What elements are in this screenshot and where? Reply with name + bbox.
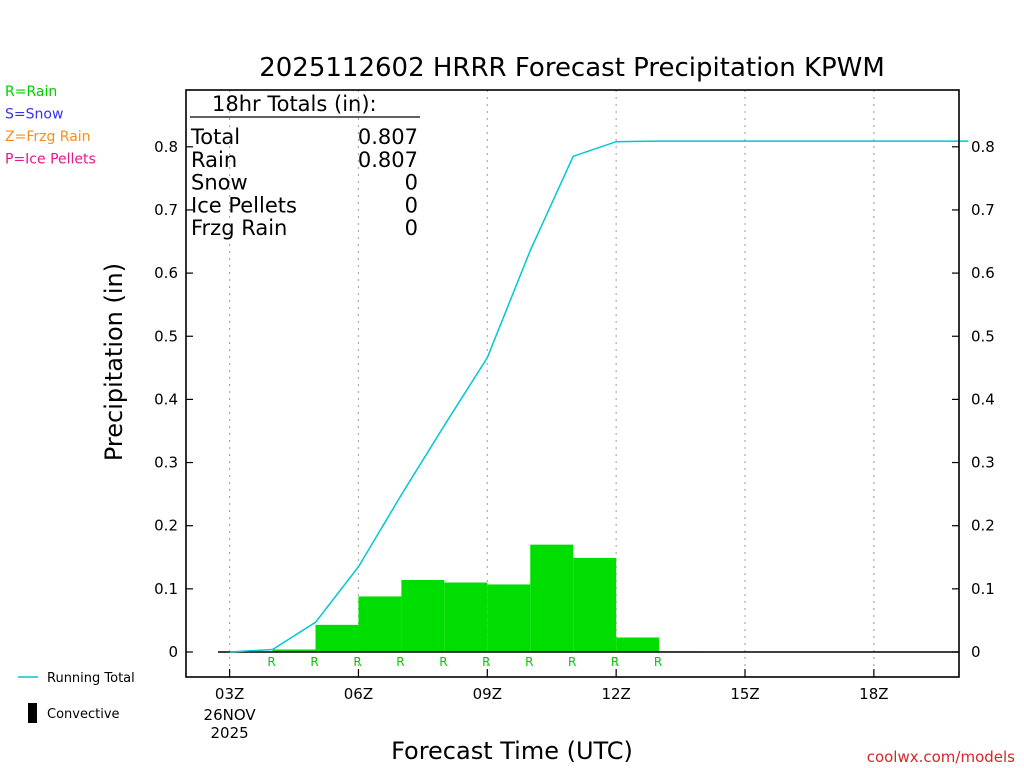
legend-type-0: R=Rain bbox=[5, 84, 57, 100]
totals-row-value-0: 0.807 bbox=[358, 125, 418, 149]
y-tick-label-left-3: 0.3 bbox=[154, 454, 178, 472]
x-tick-label-2: 09Z bbox=[473, 685, 502, 703]
precip-type-marker-2: R bbox=[353, 655, 361, 669]
y-tick-label-left-5: 0.5 bbox=[154, 327, 178, 345]
precip-bar-1 bbox=[272, 649, 316, 652]
precip-type-marker-0: R bbox=[267, 655, 275, 669]
y-tick-label-right-5: 0.5 bbox=[971, 327, 995, 345]
y-tick-label-right-3: 0.3 bbox=[971, 454, 995, 472]
x-tick-date-0: 26NOV bbox=[204, 706, 257, 724]
totals-header: 18hr Totals (in): bbox=[212, 92, 377, 116]
totals-row-label-2: Snow bbox=[191, 171, 248, 195]
precip-type-marker-9: R bbox=[654, 655, 662, 669]
x-tick-label-3: 12Z bbox=[601, 685, 630, 703]
precip-type-marker-6: R bbox=[525, 655, 533, 669]
totals-box: 18hr Totals (in): Total 0.807 Rain 0.807 Sno… bbox=[190, 92, 420, 240]
legend-type-1: S=Snow bbox=[5, 107, 63, 123]
x-tick-year-0: 2025 bbox=[211, 724, 249, 742]
precip-bar-9 bbox=[616, 637, 660, 652]
totals-row-value-4: 0 bbox=[405, 216, 418, 240]
y-axis-ticks: 0 00.1 0.10.2 0.20.3 0.30.4 0.40.5 0.50.6 0.60.… bbox=[154, 138, 995, 661]
y-tick-label-left-1: 0.1 bbox=[154, 580, 178, 598]
running-total-line bbox=[229, 140, 969, 653]
precip-bar-6 bbox=[487, 584, 531, 652]
totals-row-label-0: Total bbox=[190, 125, 240, 149]
x-tick-label-5: 18Z bbox=[859, 685, 888, 703]
precip-bar-5 bbox=[444, 582, 488, 652]
plot-frame bbox=[185, 89, 960, 678]
running-total-legend-label: Running Total bbox=[47, 671, 135, 686]
legend-type-3: P=Ice Pellets bbox=[5, 152, 96, 168]
y-tick-label-left-2: 0.2 bbox=[154, 517, 178, 535]
precip-type-marker-5: R bbox=[482, 655, 490, 669]
totals-row-label-4: Frzg Rain bbox=[191, 216, 287, 240]
y-tick-label-right-1: 0.1 bbox=[971, 580, 995, 598]
legend-type-2: Z=Frzg Rain bbox=[5, 129, 91, 145]
precip-bar-8 bbox=[573, 557, 617, 652]
y-tick-label-left-7: 0.7 bbox=[154, 201, 178, 219]
y-tick-label-right-4: 0.4 bbox=[971, 390, 995, 408]
y-tick-label-right-7: 0.7 bbox=[971, 201, 995, 219]
credit-text: coolwx.com/models bbox=[867, 748, 1015, 766]
totals-row-label-1: Rain bbox=[191, 148, 237, 172]
series-legend: Running Total Convective bbox=[18, 671, 135, 723]
x-axis-label: Forecast Time (UTC) bbox=[391, 737, 633, 765]
precip-bar-7 bbox=[530, 544, 574, 652]
precip-bar-4 bbox=[401, 580, 445, 652]
precip-type-marker-4: R bbox=[439, 655, 447, 669]
totals-row-label-3: Ice Pellets bbox=[191, 193, 297, 217]
totals-row-value-1: 0.807 bbox=[358, 148, 418, 172]
y-tick-label-left-8: 0.8 bbox=[154, 138, 178, 156]
running-total-series bbox=[229, 140, 969, 653]
y-tick-label-right-8: 0.8 bbox=[971, 138, 995, 156]
convective-legend-swatch bbox=[28, 703, 37, 723]
totals-row-value-2: 0 bbox=[405, 171, 418, 195]
y-axis-label: Precipitation (in) bbox=[100, 263, 128, 461]
precip-type-marker-7: R bbox=[568, 655, 576, 669]
x-tick-label-0: 03Z bbox=[215, 685, 244, 703]
y-tick-label-right-6: 0.6 bbox=[971, 264, 995, 282]
precip-bar-3 bbox=[358, 596, 402, 652]
convective-legend-label: Convective bbox=[47, 707, 120, 722]
y-tick-label-left-6: 0.6 bbox=[154, 264, 178, 282]
y-tick-label-right-0: 0 bbox=[971, 643, 981, 661]
hourly-precip-bars bbox=[272, 544, 703, 652]
precip-type-legend: R=Rain S=Snow Z=Frzg Rain P=Ice Pellets bbox=[5, 84, 96, 168]
x-tick-label-1: 06Z bbox=[344, 685, 373, 703]
x-tick-label-4: 15Z bbox=[730, 685, 759, 703]
precip-bar-2 bbox=[315, 624, 359, 652]
precip-type-marker-1: R bbox=[310, 655, 318, 669]
chart-title: 2025112602 HRRR Forecast Precipitation K… bbox=[259, 53, 885, 83]
y-tick-label-right-2: 0.2 bbox=[971, 517, 995, 535]
precip-type-marker-8: R bbox=[611, 655, 619, 669]
plot-border bbox=[185, 89, 960, 678]
totals-row-value-3: 0 bbox=[405, 193, 418, 217]
precip-type-marker-3: R bbox=[396, 655, 404, 669]
y-tick-label-left-4: 0.4 bbox=[154, 390, 178, 408]
y-tick-label-left-0: 0 bbox=[168, 643, 178, 661]
